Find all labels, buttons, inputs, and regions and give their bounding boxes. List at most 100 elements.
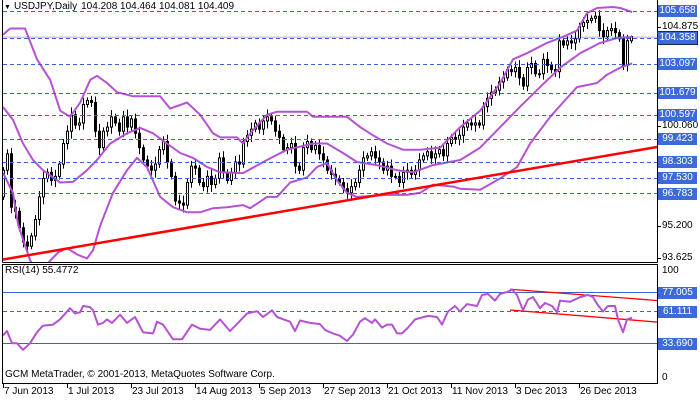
- time-axis-label: 1 Jul 2013: [68, 386, 115, 397]
- candle: [546, 51, 549, 73]
- candle: [598, 10, 601, 37]
- time-axis-label: 27 Sep 2013: [324, 386, 381, 397]
- time-axis-label: 23 Jul 2013: [132, 386, 184, 397]
- candle: [562, 37, 565, 49]
- candle: [474, 116, 477, 132]
- candle: [78, 117, 81, 131]
- candle: [266, 109, 269, 129]
- candle: [346, 182, 349, 199]
- candle: [58, 160, 61, 180]
- candle: [202, 178, 205, 192]
- candle: [182, 195, 185, 213]
- rsi-trendline[interactable]: [509, 309, 657, 323]
- candle: [350, 179, 353, 201]
- candle: [174, 171, 177, 206]
- candle: [610, 23, 613, 36]
- candle: [586, 13, 589, 30]
- candle: [574, 31, 577, 51]
- candle: [510, 65, 513, 77]
- candle: [282, 134, 285, 153]
- candle: [126, 109, 129, 135]
- candle: [30, 232, 33, 250]
- candle: [74, 110, 77, 129]
- candle: [106, 121, 109, 137]
- candle: [86, 97, 89, 108]
- candle: [542, 53, 545, 80]
- level-price-label: 103.097: [658, 58, 697, 70]
- candle: [602, 23, 605, 45]
- candle: [478, 119, 481, 129]
- candle: [530, 56, 533, 75]
- price-tick-label: 93.625: [662, 252, 693, 263]
- time-axis-label: 3 Dec 2013: [516, 386, 568, 397]
- candle: [442, 144, 445, 162]
- level-price-label: 98.303: [658, 156, 697, 169]
- candle: [454, 132, 457, 144]
- candle: [370, 147, 373, 161]
- candle: [418, 153, 421, 177]
- price-tick-label: 104.875: [662, 21, 699, 32]
- candle: [522, 74, 525, 90]
- candle: [122, 110, 125, 138]
- bollinger-middle-band: [3, 35, 633, 184]
- candle: [434, 146, 437, 166]
- rsi-trendline[interactable]: [509, 288, 657, 302]
- candle: [294, 136, 297, 174]
- level-price-label: 101.679: [658, 87, 697, 100]
- candle: [302, 142, 305, 176]
- candle: [138, 126, 141, 155]
- candle: [310, 138, 313, 153]
- rsi-panel[interactable]: [3, 288, 657, 351]
- level-price-label: 99.423: [658, 133, 697, 146]
- candle: [90, 95, 93, 107]
- candle: [458, 129, 461, 146]
- candle: [3, 167, 5, 200]
- price-tick-label: 95.200: [662, 220, 693, 231]
- bollinger-lower-band: [3, 62, 633, 262]
- candle: [566, 36, 569, 50]
- candle: [366, 152, 369, 161]
- candle: [550, 61, 553, 74]
- candle: [134, 113, 137, 139]
- level-price-label: 96.783: [658, 187, 697, 200]
- chart-menu-arrow-icon[interactable]: ▼: [4, 4, 11, 11]
- chart-title-bar: ▼ USDJPY,Daily 104.208 104.464 104.081 104…: [4, 1, 238, 14]
- level-price-label: 100.597: [658, 109, 697, 122]
- candle: [274, 115, 277, 137]
- candle: [94, 96, 97, 138]
- candle: [130, 115, 133, 131]
- rsi-indicator-label: RSI(14) 55.4772: [5, 265, 79, 276]
- level-price-label: 97.530: [658, 172, 697, 185]
- candle: [234, 156, 237, 179]
- support-trendline[interactable]: [3, 145, 657, 261]
- time-axis-label: 5 Sep 2013: [260, 386, 312, 397]
- candle: [62, 139, 65, 169]
- time-axis-label: 21 Oct 2013: [388, 386, 443, 397]
- candle: [118, 118, 121, 136]
- rsi-tick-label: 0: [662, 372, 668, 384]
- candle: [238, 154, 241, 172]
- candle: [66, 125, 69, 150]
- candle: [278, 124, 281, 145]
- level-price-label: 105.658: [658, 5, 697, 18]
- rsi-tick-label: 100: [662, 265, 679, 276]
- candle: [218, 152, 221, 184]
- time-axis-label: 7 Jun 2013: [4, 386, 54, 397]
- candle: [38, 190, 41, 226]
- rsi-line: [3, 288, 633, 351]
- candle: [194, 159, 197, 175]
- candle: [190, 160, 193, 188]
- price-panel[interactable]: [3, 6, 658, 275]
- candle: [358, 164, 361, 188]
- candle: [210, 168, 213, 192]
- candle: [398, 171, 401, 188]
- candle: [230, 167, 233, 186]
- rsi-level-label: 61.111: [658, 305, 697, 318]
- candle: [354, 178, 357, 191]
- candle: [518, 60, 521, 86]
- time-axis-label: 11 Nov 2013: [452, 386, 508, 397]
- candle: [402, 166, 405, 189]
- candle: [158, 145, 161, 168]
